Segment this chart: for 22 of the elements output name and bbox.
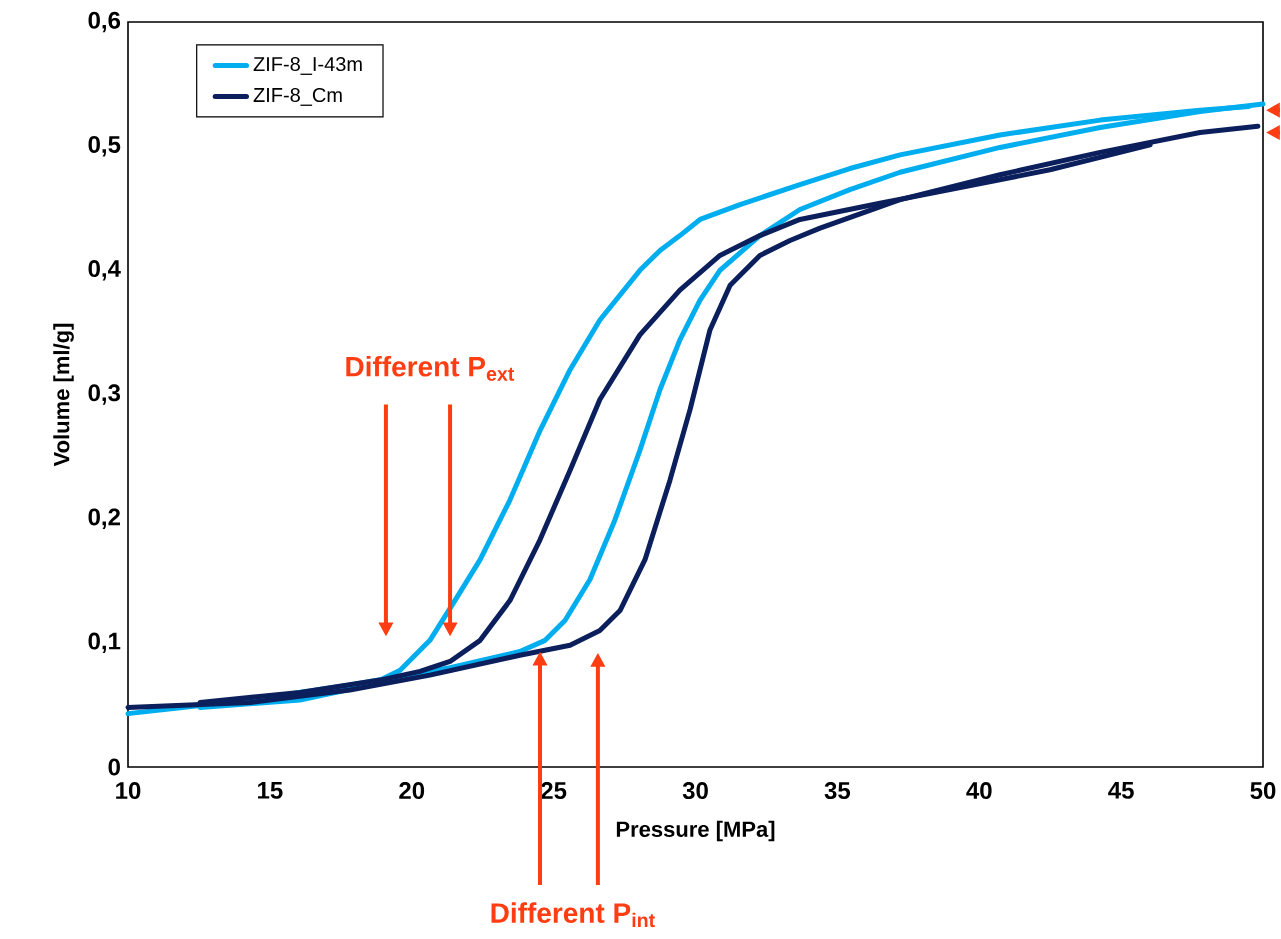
x-tick-label: 40 <box>966 782 992 800</box>
x-axis-title: Pressure [MPa] <box>616 820 775 842</box>
x-tick-label: 10 <box>116 782 141 800</box>
y-tick-label: 0,4 <box>88 260 121 281</box>
y-tick-label: 0 <box>108 758 120 776</box>
x-tick-label: 50 <box>1250 782 1276 800</box>
x-tick-label: 25 <box>541 782 567 800</box>
y-tick-label: 0,1 <box>88 632 121 654</box>
x-tick-label: 30 <box>682 782 708 800</box>
y-tick-label: 0,2 <box>88 508 120 529</box>
x-tick-label: 45 <box>1108 782 1134 799</box>
legend-label: ZIF-8_I-43m <box>253 56 362 75</box>
x-tick-label: 20 <box>399 782 425 800</box>
y-tick-label: 0,3 <box>88 384 121 405</box>
y-axis-title: Volume [ml/g] <box>53 323 74 467</box>
y-tick-label: 0,5 <box>88 135 121 157</box>
text: Different P$_{int}$ <box>491 902 655 928</box>
x-tick-label: 15 <box>258 782 283 799</box>
y-tick-label: 0,6 <box>88 11 121 33</box>
legend-label: ZIF-8_Cm <box>253 87 342 106</box>
annotation: Different P$_{ext}$ <box>346 356 515 381</box>
x-tick-label: 35 <box>824 782 851 800</box>
